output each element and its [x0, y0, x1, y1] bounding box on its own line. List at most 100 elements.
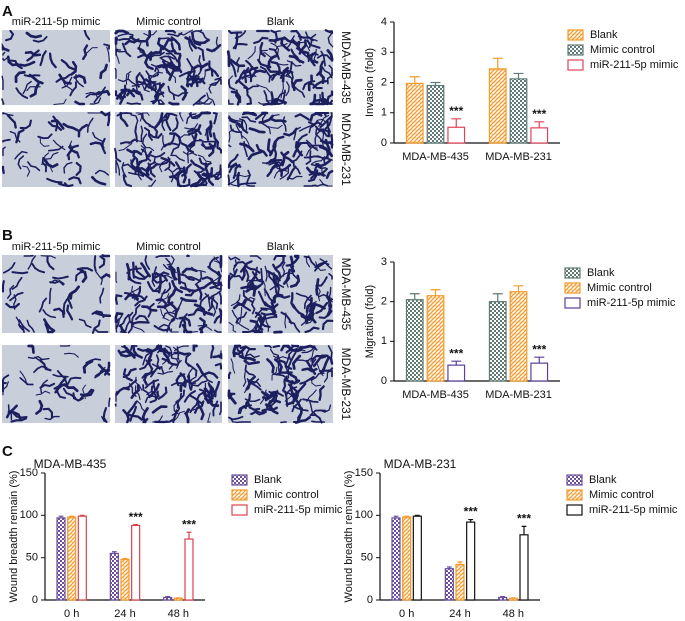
cell: [47, 145, 64, 152]
error-bar: [186, 531, 192, 540]
significance: ***: [532, 342, 546, 356]
image-column-label: Blank: [267, 16, 295, 28]
cell: [44, 322, 54, 334]
cell: [148, 124, 159, 138]
cell: [230, 294, 241, 307]
error-bar: [393, 515, 399, 518]
cell: [99, 287, 105, 304]
cell: [229, 58, 246, 68]
error-bar: [404, 515, 410, 518]
y-tick-label: 1: [381, 335, 387, 347]
bar: [391, 517, 401, 601]
cell: [156, 298, 168, 310]
cell: [82, 359, 94, 374]
cell: [19, 119, 32, 130]
bar: [426, 84, 445, 144]
cell: [149, 71, 163, 80]
cell: [230, 358, 236, 374]
cell: [114, 147, 122, 163]
cell: [256, 84, 270, 93]
cell: [269, 283, 285, 291]
cell: [270, 42, 280, 55]
cell: [1, 42, 10, 52]
cell: [38, 297, 48, 313]
cell: [272, 61, 289, 66]
y-tick-label: 0: [381, 137, 387, 149]
legend-swatch: [231, 489, 248, 501]
bar: [109, 552, 119, 601]
cell: [46, 177, 63, 184]
micrograph: [227, 111, 334, 188]
cell: [118, 34, 134, 41]
cell: [21, 165, 31, 177]
cell: [319, 115, 333, 129]
cell: [39, 50, 47, 67]
panel-label: A: [2, 3, 13, 20]
cell: [53, 98, 67, 105]
bar: [455, 563, 465, 601]
cell: [98, 255, 106, 269]
cell: [279, 167, 290, 180]
bar: [530, 127, 549, 144]
cell: [70, 60, 78, 76]
cell: [63, 383, 79, 393]
cell: [328, 64, 333, 76]
cell: [294, 416, 311, 424]
bar: [120, 558, 130, 601]
cell: [232, 163, 241, 180]
cell: [283, 36, 300, 45]
y-tick-label: 50: [26, 552, 38, 564]
cell: [213, 309, 223, 324]
error-bar: [69, 515, 75, 518]
cell: [195, 284, 203, 301]
cell: [190, 159, 205, 171]
cell: [265, 159, 283, 165]
cell: [145, 157, 156, 170]
cell: [315, 278, 320, 296]
cell: [296, 357, 312, 363]
cell: [40, 255, 56, 259]
cell: [166, 318, 176, 333]
cell: [302, 398, 319, 403]
cell: [92, 131, 105, 143]
cell: [268, 36, 286, 42]
cell: [95, 271, 103, 286]
x-tick-label: MDA-MB-435: [402, 151, 469, 163]
cell: [204, 382, 210, 398]
cell: [198, 157, 212, 167]
cell: [227, 371, 232, 380]
cell: [208, 142, 215, 157]
significance: ***: [449, 346, 463, 360]
cell: [189, 77, 204, 87]
cell: [122, 163, 138, 170]
cell: [140, 262, 152, 278]
y-axis-label: Wound breadth remain (%): [8, 471, 20, 603]
cell: [146, 344, 162, 353]
cell: [145, 70, 160, 78]
y-tick-label: 2: [381, 76, 387, 88]
image-row-label: MDA-MB-231: [339, 113, 353, 186]
cell: [243, 296, 256, 306]
micrograph: [226, 29, 334, 106]
cell: [65, 304, 74, 321]
cell: [234, 30, 247, 39]
cell: [324, 29, 334, 34]
cell: [218, 291, 222, 305]
cell: [207, 265, 222, 278]
cell: [185, 276, 202, 282]
cell: [115, 48, 122, 56]
cell: [326, 294, 331, 311]
cell: [230, 418, 237, 423]
cell: [235, 311, 248, 324]
cell: [132, 345, 143, 359]
error-bar: [133, 524, 139, 526]
cell: [155, 354, 161, 370]
cell: [1, 98, 5, 105]
cell: [157, 370, 173, 375]
cell: [244, 67, 250, 84]
cell: [228, 144, 232, 148]
cell: [140, 125, 144, 142]
y-tick-label: 100: [20, 509, 38, 521]
cell: [259, 52, 274, 60]
